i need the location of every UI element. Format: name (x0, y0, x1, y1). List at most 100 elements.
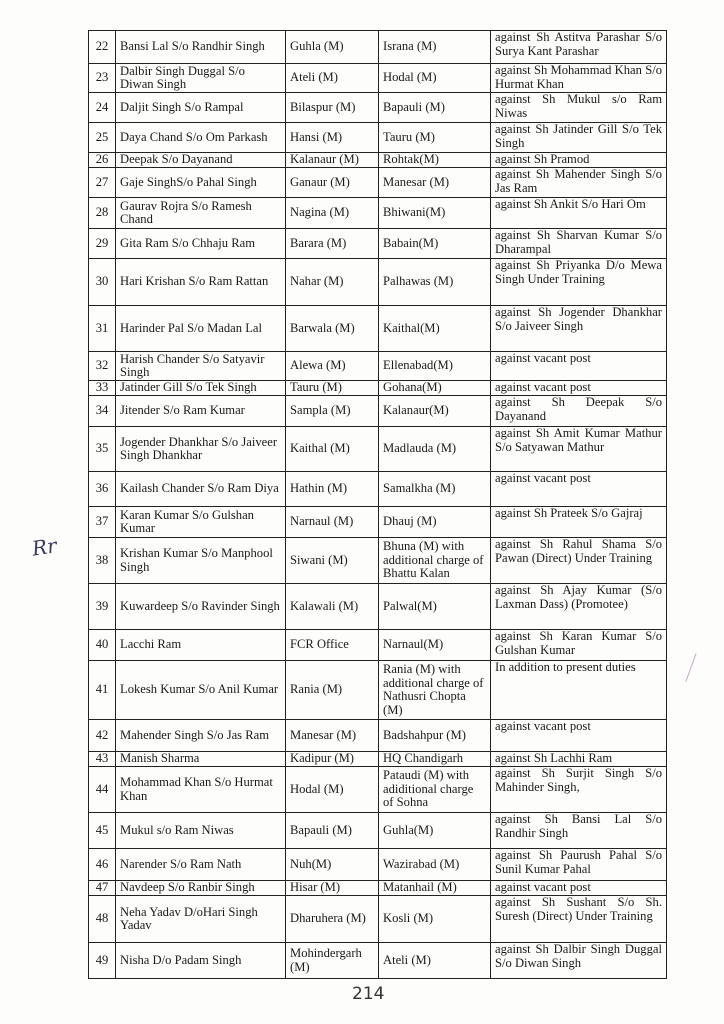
to-station-cell: Bapauli (M) (378, 92, 491, 123)
to-station-cell: Badshahpur (M) (378, 719, 491, 752)
to-station-cell: Manesar (M) (378, 167, 491, 198)
serial-number-cell: 28 (88, 197, 116, 229)
to-station-cell: Bhiwani(M) (378, 197, 491, 229)
officer-name-cell: Deepak S/o Dayanand (115, 152, 286, 168)
serial-number-cell: 46 (88, 848, 116, 881)
from-station-cell: Manesar (M) (285, 719, 379, 752)
page-number: 214 (352, 984, 385, 1004)
from-station-cell: Siwani (M) (285, 537, 379, 584)
table-row: 38 Krishan Kumar S/o Manphool Singh Siwani… (88, 537, 667, 584)
serial-number-cell: 48 (88, 895, 116, 943)
officer-name-cell: Jitender S/o Ram Kumar (115, 395, 286, 427)
serial-number-cell: 40 (88, 629, 116, 661)
table-row: 33 Jatinder Gill S/o Tek Singh Tauru (M) Go… (88, 380, 667, 396)
table-row: 26 Deepak S/o Dayanand Kalanaur (M) Rohtak(… (88, 152, 667, 168)
remarks-cell: against Sh Lachhi Ram (490, 751, 667, 767)
remarks-cell: against Sh Ajay Kumar (S/o Laxman Dass) … (490, 583, 667, 630)
officer-name-cell: Gaje SinghS/o Pahal Singh (115, 167, 286, 198)
from-station-cell: FCR Office (285, 629, 379, 661)
transfer-table: 22 Bansi Lal S/o Randhir Singh Guhla (M) Is… (88, 30, 667, 979)
from-station-cell: Kadipur (M) (285, 751, 379, 767)
officer-name-cell: Gaurav Rojra S/o Ramesh Chand (115, 197, 286, 229)
from-station-cell: Hisar (M) (285, 880, 379, 896)
serial-number-cell: 41 (88, 660, 116, 720)
serial-number-cell: 45 (88, 812, 116, 849)
serial-number-cell: 30 (88, 258, 116, 306)
serial-number-cell: 31 (88, 305, 116, 352)
from-station-cell: Alewa (M) (285, 351, 379, 381)
remarks-cell: against vacant post (490, 471, 667, 507)
table-row: 42 Mahender Singh S/o Jas Ram Manesar (M) B… (88, 719, 667, 752)
to-station-cell: Rania (M) with additional charge of Nath… (378, 660, 491, 720)
to-station-cell: Gohana(M) (378, 380, 491, 396)
to-station-cell: Hodal (M) (378, 63, 491, 93)
serial-number-cell: 24 (88, 92, 116, 123)
table-row: 44 Mohammad Khan S/o Hurmat Khan Hodal (M)… (88, 766, 667, 813)
remarks-cell: against vacant post (490, 351, 667, 381)
from-station-cell: Sampla (M) (285, 395, 379, 427)
table-row: 25 Daya Chand S/o Om Parkash Hansi (M) Taur… (88, 122, 667, 153)
serial-number-cell: 32 (88, 351, 116, 381)
remarks-cell: against Sh Jatinder Gill S/o Tek Singh (490, 122, 667, 153)
table-row: 35 Jogender Dhankhar S/o Jaiveer Singh Dh… (88, 426, 667, 472)
to-station-cell: Israna (M) (378, 30, 491, 64)
remarks-cell: against Sh Mukul s/o Ram Niwas (490, 92, 667, 123)
remarks-cell: against Sh Jogender Dhankhar S/o Jaiveer… (490, 305, 667, 352)
from-station-cell: Ateli (M) (285, 63, 379, 93)
to-station-cell: Babain(M) (378, 228, 491, 259)
serial-number-cell: 34 (88, 395, 116, 427)
from-station-cell: Ganaur (M) (285, 167, 379, 198)
table-row: 29 Gita Ram S/o Chhaju Ram Barara (M) Babai… (88, 228, 667, 259)
to-station-cell: Kalanaur(M) (378, 395, 491, 427)
remarks-cell: against vacant post (490, 880, 667, 896)
from-station-cell: Barara (M) (285, 228, 379, 259)
to-station-cell: Tauru (M) (378, 122, 491, 153)
officer-name-cell: Mahender Singh S/o Jas Ram (115, 719, 286, 752)
officer-name-cell: Narender S/o Ram Nath (115, 848, 286, 881)
remarks-cell: against Sh Priyanka D/o Mewa Singh Under… (490, 258, 667, 306)
to-station-cell: Guhla(M) (378, 812, 491, 849)
table-row: 48 Neha Yadav D/oHari Singh Yadav Dharuher… (88, 895, 667, 943)
table-row: 24 Daljit Singh S/o Rampal Bilaspur (M) Bap… (88, 92, 667, 123)
table-row: 40 Lacchi Ram FCR Office Narnaul(M) against … (88, 629, 667, 661)
officer-name-cell: Harinder Pal S/o Madan Lal (115, 305, 286, 352)
from-station-cell: Mohindergarh (M) (285, 942, 379, 979)
remarks-cell: against Sh Prateek S/o Gajraj (490, 506, 667, 538)
to-station-cell: Palwal(M) (378, 583, 491, 630)
to-station-cell: Ateli (M) (378, 942, 491, 979)
serial-number-cell: 43 (88, 751, 116, 767)
from-station-cell: Nagina (M) (285, 197, 379, 229)
handwritten-margin-mark: Rr (30, 533, 59, 561)
remarks-cell: against Sh Mohammad Khan S/o Hurmat Khan (490, 63, 667, 93)
from-station-cell: Barwala (M) (285, 305, 379, 352)
from-station-cell: Guhla (M) (285, 30, 379, 64)
table-row: 46 Narender S/o Ram Nath Nuh(M) Wazirabad (… (88, 848, 667, 881)
remarks-cell: against vacant post (490, 380, 667, 396)
remarks-cell: against Sh Paurush Pahal S/o Sunil Kumar… (490, 848, 667, 881)
officer-name-cell: Manish Sharma (115, 751, 286, 767)
table-row: 43 Manish Sharma Kadipur (M) HQ Chandigarh a… (88, 751, 667, 767)
remarks-cell: In addition to present duties (490, 660, 667, 720)
serial-number-cell: 47 (88, 880, 116, 896)
remarks-cell: against Sh Sushant S/o Sh. Suresh (Direc… (490, 895, 667, 943)
table-row: 30 Hari Krishan S/o Ram Rattan Nahar (M) Pa… (88, 258, 667, 306)
to-station-cell: Matanhail (M) (378, 880, 491, 896)
to-station-cell: Kosli (M) (378, 895, 491, 943)
remarks-cell: against Sh Mahender Singh S/o Jas Ram (490, 167, 667, 198)
officer-name-cell: Mohammad Khan S/o Hurmat Khan (115, 766, 286, 813)
to-station-cell: Kaithal(M) (378, 305, 491, 352)
to-station-cell: Madlauda (M) (378, 426, 491, 472)
serial-number-cell: 38 (88, 537, 116, 584)
serial-number-cell: 39 (88, 583, 116, 630)
table-row: 27 Gaje SinghS/o Pahal Singh Ganaur (M) Man… (88, 167, 667, 198)
table-row: 37 Karan Kumar S/o Gulshan Kumar Narnaul (… (88, 506, 667, 538)
to-station-cell: Wazirabad (M) (378, 848, 491, 881)
remarks-cell: against Sh Astitva Parashar S/o Surya Ka… (490, 30, 667, 64)
from-station-cell: Dharuhera (M) (285, 895, 379, 943)
to-station-cell: Narnaul(M) (378, 629, 491, 661)
officer-name-cell: Neha Yadav D/oHari Singh Yadav (115, 895, 286, 943)
table-row: 36 Kailash Chander S/o Ram Diya Hathin (M)… (88, 471, 667, 507)
officer-name-cell: Navdeep S/o Ranbir Singh (115, 880, 286, 896)
serial-number-cell: 29 (88, 228, 116, 259)
officer-name-cell: Lacchi Ram (115, 629, 286, 661)
